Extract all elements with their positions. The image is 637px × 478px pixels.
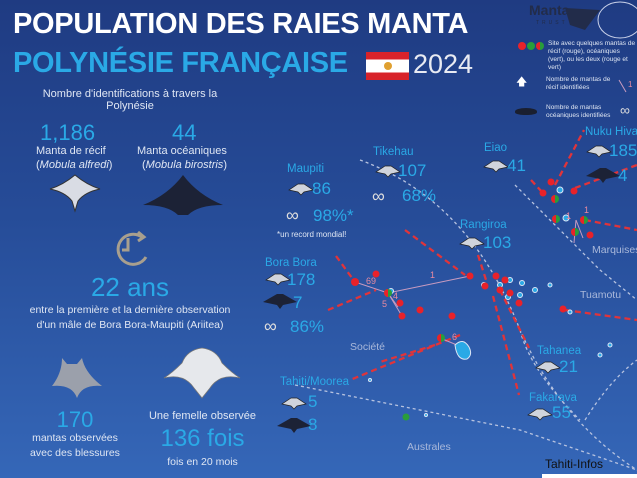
reef-count: 103 — [483, 233, 512, 252]
site-name: Maupiti — [287, 163, 325, 175]
reef-total: 1,186 — [40, 120, 96, 145]
reef-count: 55 — [552, 403, 571, 422]
years-desc2: d'un mâle de Bora Bora-Maupiti (Ariitea) — [36, 319, 224, 331]
legend-site-dots — [518, 42, 544, 50]
years-value: 22 ans — [90, 272, 170, 302]
oceanic-count: 4 — [618, 166, 628, 185]
oceanic-count: 8 — [308, 415, 318, 434]
binoculars-icon: ∞ — [372, 186, 385, 206]
site-name: Bora Bora — [265, 257, 317, 269]
resight-rate: 98%* — [313, 206, 354, 225]
reef-manta-icon — [483, 160, 509, 173]
site-name: Rangiroa — [460, 219, 507, 231]
legend-sites-text: Site avec quelques mantas de récif (roug… — [548, 40, 636, 71]
reef-count: 107 — [398, 161, 427, 180]
french-polynesia-flag — [366, 52, 409, 80]
mixed-sites — [384, 195, 588, 421]
reef-count: 41 — [507, 156, 526, 175]
reef-label: Manta de récif — [36, 145, 106, 157]
site-name: Tahanea — [537, 345, 582, 357]
site-name: Fakarava — [529, 392, 577, 404]
female-manta-illustration — [163, 347, 241, 399]
female-desc: fois en 20 mois — [167, 456, 238, 468]
region-marquises: Marquises — [592, 244, 637, 256]
reef-manta-icon — [265, 273, 291, 286]
injured-desc1: mantas observées — [32, 432, 118, 444]
watermark-bar — [542, 474, 637, 478]
movement-count: 1 — [430, 270, 436, 280]
reef-count: 185 — [609, 141, 637, 160]
movement-count: 69 — [366, 276, 377, 286]
resight-rate: 68% — [402, 186, 437, 205]
title-line2: POLYNÉSIE FRANÇAISE — [13, 47, 348, 79]
ident-title: Nombre d'identifications à travers la Po… — [42, 88, 218, 112]
region-australes: Australes — [407, 441, 451, 453]
injured-manta-illustration — [52, 358, 102, 410]
reef-count: 5 — [308, 392, 318, 411]
logo-sub: TRUST — [536, 20, 568, 26]
reef-count: 86 — [312, 179, 331, 198]
reef-manta-icon — [527, 408, 553, 421]
legend-reef-text: Nombre de mantas de récif identifiées — [546, 76, 611, 91]
oceanic-manta-icon — [277, 418, 311, 433]
manta-trust-logo — [565, 1, 637, 39]
legend-line — [618, 79, 627, 93]
oceanic-count: 7 — [293, 293, 303, 312]
reef-manta-icon — [281, 397, 307, 410]
movement-count: 1 — [584, 205, 590, 215]
resight-rate: 86% — [290, 317, 325, 336]
movement-count: 5 — [382, 299, 388, 309]
oceanic-manta-icon — [515, 108, 537, 115]
reef-manta-icon — [288, 183, 314, 196]
record-note: *un record mondial! — [277, 230, 347, 239]
watermark: Tahiti-Infos — [545, 457, 604, 471]
clock-arrow-icon — [116, 230, 148, 266]
site-name: Tahiti/Moorea — [280, 376, 350, 388]
reef-count: 21 — [559, 357, 578, 376]
binoculars-icon: ∞ — [620, 102, 630, 118]
region-tuamotu: Tuamotu — [580, 289, 622, 301]
binoculars-icon: ∞ — [286, 205, 299, 225]
oceanic-total: 44 — [172, 120, 197, 145]
year: 2024 — [413, 49, 474, 79]
reef-manta-illustration — [49, 174, 101, 213]
movement-count: 1 — [566, 211, 572, 221]
reef-count: 178 — [287, 270, 316, 289]
site-name: Nuku Hiva — [585, 126, 637, 138]
movement-count: 4 — [393, 291, 399, 301]
legend-oceanic-text: Nombre de mantas océaniques identifiées — [546, 104, 611, 119]
female-intro: Une femelle observée — [148, 410, 256, 422]
oceanic-manta-icon — [586, 168, 620, 183]
injured-desc2: avec des blessures — [30, 447, 120, 459]
oceanic-label: Manta océaniques — [137, 145, 227, 157]
reef-manta-icon — [535, 361, 561, 374]
movement-count: 6 — [452, 332, 458, 342]
oceanic-manta-icon — [263, 294, 297, 309]
oceanic-species: (Mobula birostris) — [142, 159, 227, 171]
years-desc1: entre la première et la dernière observa… — [29, 304, 231, 316]
site-name: Tikehau — [373, 146, 414, 158]
site-name: Eiao — [484, 142, 508, 154]
title-line1: POPULATION DES RAIES MANTA — [13, 8, 469, 40]
binoculars-icon: ∞ — [264, 316, 277, 336]
legend-line-number: 1 — [628, 80, 633, 89]
oceanic-manta-illustration — [143, 175, 223, 215]
injured-value: 170 — [56, 407, 94, 432]
female-value: 136 fois — [160, 425, 245, 452]
logo-name: Manta — [529, 2, 570, 18]
reef-manta-icon — [459, 237, 485, 250]
reef-species: (Mobula alfredi) — [36, 159, 113, 171]
reef-manta-icon: 🡅 — [516, 76, 528, 88]
reef-manta-icon — [375, 165, 401, 178]
region-societe: Société — [350, 341, 386, 353]
islands — [368, 186, 613, 417]
reef-manta-icon — [586, 145, 612, 158]
reef-sites — [351, 178, 594, 320]
